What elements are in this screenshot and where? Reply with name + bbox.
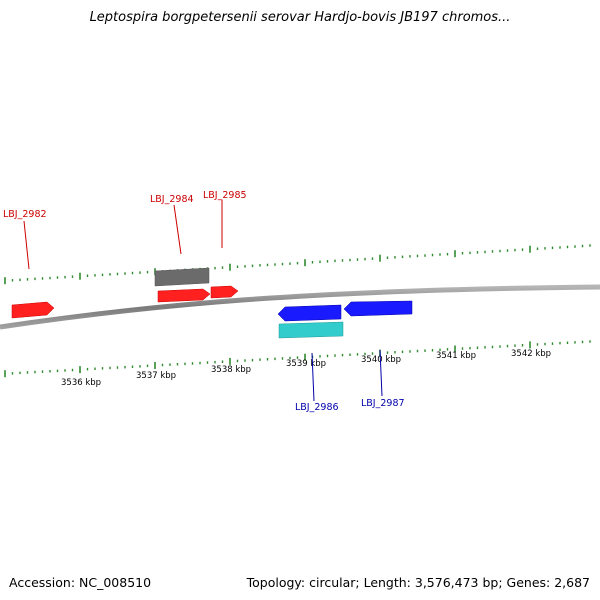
gene-arrow-lbj-2985[interactable]	[210, 285, 239, 299]
scale-label-3538: 3538 kbp	[211, 365, 251, 375]
gene-features	[11, 267, 413, 339]
gene-block-unnamed-reverse[interactable]	[278, 321, 344, 339]
leader-line-lbj-2987	[379, 349, 383, 397]
leader-line-lbj-2986	[311, 352, 315, 402]
gene-labels: LBJ_2982 LBJ_2984 LBJ_2985 LBJ_2986 LBJ_…	[3, 190, 405, 413]
map-title: Leptospira borgpetersenii serovar Hardjo…	[89, 10, 511, 25]
leader-line-lbj-2982	[23, 220, 30, 270]
chromosome-backbone	[0, 284, 600, 330]
outer-tick-track	[4, 244, 591, 285]
gene-label-lbj-2984[interactable]: LBJ_2984	[150, 194, 194, 205]
gene-block-unnamed-forward[interactable]	[154, 267, 210, 287]
scale-label-3536: 3536 kbp	[61, 378, 101, 388]
gene-arrow-lbj-2982[interactable]	[11, 301, 55, 319]
gene-arrow-lbj-2984[interactable]	[157, 288, 211, 303]
leader-line-lbj-2984	[173, 204, 182, 255]
scale-label-3537: 3537 kbp	[136, 371, 176, 381]
genome-summary-text: Topology: circular; Length: 3,576,473 bp…	[246, 575, 590, 590]
gene-label-lbj-2982[interactable]: LBJ_2982	[3, 209, 47, 220]
gene-label-lbj-2986[interactable]: LBJ_2986	[295, 402, 339, 413]
inner-tick-track	[4, 340, 591, 378]
gene-label-lbj-2985[interactable]: LBJ_2985	[203, 190, 247, 201]
gene-arrow-lbj-2987[interactable]	[343, 300, 413, 317]
scale-labels: 3536 kbp 3537 kbp 3538 kbp 3539 kbp 3540…	[61, 349, 551, 388]
scale-label-3539: 3539 kbp	[286, 359, 326, 369]
gene-arrow-lbj-2986[interactable]	[277, 304, 342, 322]
scale-label-3541: 3541 kbp	[436, 351, 476, 361]
gene-label-lbj-2987[interactable]: LBJ_2987	[361, 398, 405, 409]
accession-text: Accession: NC_008510	[9, 575, 152, 590]
scale-label-3540: 3540 kbp	[361, 355, 401, 365]
scale-label-3542: 3542 kbp	[511, 349, 551, 359]
